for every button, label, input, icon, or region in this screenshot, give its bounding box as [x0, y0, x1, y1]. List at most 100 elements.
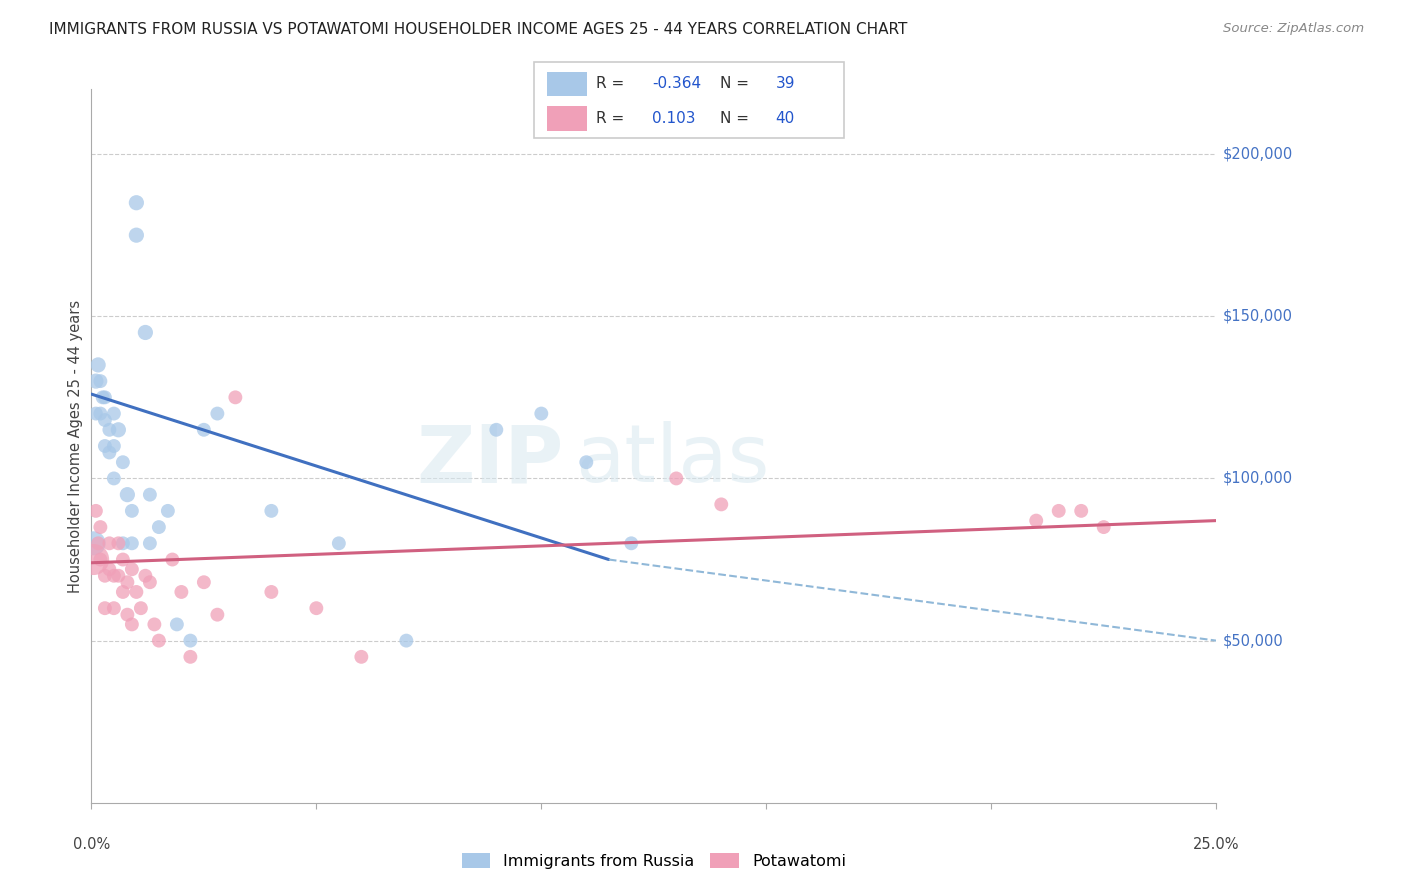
- Point: [98, 423, 121, 437]
- Point: [125, 195, 148, 210]
- Point: [111, 536, 134, 550]
- Text: R =: R =: [596, 111, 630, 126]
- Point: [193, 423, 215, 437]
- Text: IMMIGRANTS FROM RUSSIA VS POTAWATOMI HOUSEHOLDER INCOME AGES 25 - 44 YEARS CORRE: IMMIGRANTS FROM RUSSIA VS POTAWATOMI HOU…: [49, 22, 908, 37]
- Point: [1047, 504, 1070, 518]
- Point: [139, 488, 162, 502]
- Point: [89, 374, 111, 388]
- Text: 0.103: 0.103: [652, 111, 696, 126]
- Point: [530, 407, 553, 421]
- Text: R =: R =: [596, 76, 630, 91]
- Point: [103, 439, 125, 453]
- Point: [89, 407, 111, 421]
- Text: 0.0%: 0.0%: [73, 837, 110, 852]
- Point: [350, 649, 373, 664]
- Point: [162, 552, 184, 566]
- Point: [1092, 520, 1115, 534]
- FancyBboxPatch shape: [547, 106, 586, 130]
- Point: [1070, 504, 1092, 518]
- FancyBboxPatch shape: [547, 71, 586, 95]
- Point: [134, 568, 156, 582]
- Point: [89, 552, 111, 566]
- Legend: Immigrants from Russia, Potawatomi: Immigrants from Russia, Potawatomi: [454, 846, 853, 877]
- Point: [103, 471, 125, 485]
- Text: N =: N =: [720, 111, 754, 126]
- Point: [107, 568, 129, 582]
- Text: -0.364: -0.364: [652, 76, 702, 91]
- Point: [620, 536, 643, 550]
- Text: $200,000: $200,000: [1223, 146, 1294, 161]
- Point: [156, 504, 179, 518]
- Point: [117, 607, 139, 622]
- Point: [98, 536, 121, 550]
- Point: [121, 562, 143, 576]
- Point: [134, 326, 156, 340]
- Point: [111, 455, 134, 469]
- Point: [139, 536, 162, 550]
- Point: [139, 575, 162, 590]
- FancyBboxPatch shape: [534, 62, 844, 138]
- Text: $50,000: $50,000: [1223, 633, 1284, 648]
- Text: $100,000: $100,000: [1223, 471, 1294, 486]
- Point: [260, 504, 283, 518]
- Point: [107, 536, 129, 550]
- Text: ZIP: ZIP: [416, 421, 564, 500]
- Point: [84, 407, 107, 421]
- Point: [125, 228, 148, 243]
- Point: [107, 423, 129, 437]
- Point: [94, 439, 117, 453]
- Point: [83, 552, 105, 566]
- Point: [103, 407, 125, 421]
- Point: [87, 358, 110, 372]
- Point: [89, 520, 111, 534]
- Point: [575, 455, 598, 469]
- Point: [83, 536, 105, 550]
- Point: [94, 601, 117, 615]
- Text: 25.0%: 25.0%: [1192, 837, 1240, 852]
- Text: $150,000: $150,000: [1223, 309, 1294, 324]
- Point: [170, 585, 193, 599]
- Text: Source: ZipAtlas.com: Source: ZipAtlas.com: [1223, 22, 1364, 36]
- Point: [117, 575, 139, 590]
- Point: [117, 488, 139, 502]
- Point: [207, 607, 229, 622]
- Text: N =: N =: [720, 76, 754, 91]
- Point: [125, 585, 148, 599]
- Point: [121, 504, 143, 518]
- Point: [260, 585, 283, 599]
- Point: [94, 413, 117, 427]
- Point: [207, 407, 229, 421]
- Point: [98, 445, 121, 459]
- Point: [148, 633, 170, 648]
- Point: [485, 423, 508, 437]
- Y-axis label: Householder Income Ages 25 - 44 years: Householder Income Ages 25 - 44 years: [67, 300, 83, 592]
- Text: 40: 40: [776, 111, 794, 126]
- Point: [328, 536, 350, 550]
- Text: 39: 39: [776, 76, 794, 91]
- Point: [103, 568, 125, 582]
- Text: atlas: atlas: [575, 421, 769, 500]
- Point: [121, 617, 143, 632]
- Point: [224, 390, 246, 404]
- Point: [665, 471, 688, 485]
- Point: [94, 390, 117, 404]
- Point: [193, 575, 215, 590]
- Point: [98, 562, 121, 576]
- Point: [111, 585, 134, 599]
- Point: [84, 374, 107, 388]
- Point: [129, 601, 152, 615]
- Point: [121, 536, 143, 550]
- Point: [111, 552, 134, 566]
- Point: [710, 497, 733, 511]
- Point: [179, 649, 201, 664]
- Point: [87, 536, 110, 550]
- Point: [1025, 514, 1047, 528]
- Point: [179, 633, 201, 648]
- Point: [148, 520, 170, 534]
- Point: [84, 504, 107, 518]
- Point: [305, 601, 328, 615]
- Point: [395, 633, 418, 648]
- Point: [94, 568, 117, 582]
- Point: [143, 617, 166, 632]
- Point: [91, 390, 114, 404]
